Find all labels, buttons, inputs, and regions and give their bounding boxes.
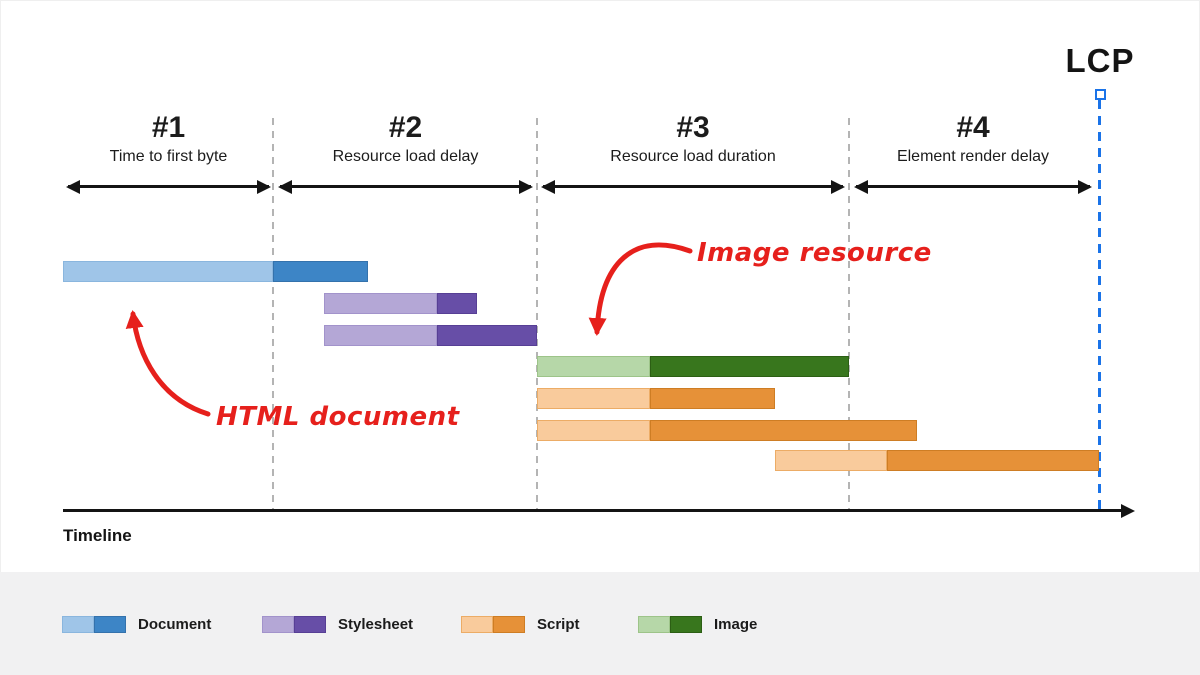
bar-script-light (775, 450, 887, 471)
annotation-html-document: HTML document (216, 402, 460, 432)
bar-document-light (63, 261, 273, 282)
legend-item-stylesheet: Stylesheet (262, 615, 413, 633)
legend-swatch-stylesheet-dark (294, 615, 326, 633)
phase-3-label: Resource load duration (610, 148, 776, 165)
phase-1: #1 Time to first byte (65, 112, 272, 198)
phase-1-range-arrow-icon (66, 179, 271, 194)
bar-image-dark (650, 356, 849, 377)
legend-swatch-script-dark (493, 615, 525, 633)
legend-swatch-image-dark (670, 615, 702, 633)
bar-document-dark (273, 261, 368, 282)
legend-swatch-stylesheet-light (262, 615, 294, 633)
phase-divider-2 (536, 118, 538, 511)
legend-item-script: Script (461, 615, 580, 633)
lcp-marker-icon (1095, 89, 1106, 100)
bar-script-light (537, 388, 650, 409)
bar-script-dark (650, 388, 775, 409)
phase-2-range-arrow-icon (278, 179, 533, 194)
timeline-axis (63, 503, 1135, 518)
bar-stylesheet-dark (437, 325, 537, 346)
phase-4-range-arrow-icon (854, 179, 1092, 194)
bar-stylesheet-light (324, 293, 437, 314)
timeline-label: Timeline (63, 526, 132, 545)
legend-label-image: Image (714, 615, 758, 633)
bar-script-dark (887, 450, 1099, 471)
arrow-to-image-bar (588, 242, 693, 336)
bar-script-dark (650, 420, 917, 441)
bar-stylesheet-dark (437, 293, 477, 314)
bar-image-light (537, 356, 650, 377)
phase-divider-1 (272, 118, 274, 511)
legend-swatch-document-dark (94, 615, 126, 633)
legend-item-document: Document (62, 615, 211, 633)
phase-4: #4 Element render delay (853, 112, 1093, 198)
bar-script-light (537, 420, 650, 441)
phase-divider-3 (848, 118, 850, 511)
phase-2: #2 Resource load delay (277, 112, 534, 198)
legend-swatch-document-light (62, 615, 94, 633)
lcp-title: LCP (1065, 42, 1135, 79)
phase-3-range-arrow-icon (541, 179, 845, 194)
phase-3: #3 Resource load duration (540, 112, 846, 198)
lcp-dashed-line (1098, 100, 1101, 511)
phase-3-number: #3 (676, 111, 710, 144)
bar-stylesheet-light (324, 325, 437, 346)
legend-item-image: Image (638, 615, 757, 633)
legend-label-stylesheet: Stylesheet (338, 615, 414, 633)
annotation-image-resource: Image resource (697, 238, 932, 268)
legend: Document Stylesheet Script Image (0, 572, 1200, 675)
phase-2-number: #2 (388, 111, 423, 144)
phase-2-label: Resource load delay (332, 148, 479, 165)
legend-label-document: Document (138, 615, 212, 633)
arrow-to-document-bar (125, 310, 211, 417)
legend-swatch-script-light (461, 615, 493, 633)
phase-4-number: #4 (956, 111, 990, 144)
phase-1-label: Time to first byte (109, 148, 228, 165)
phase-1-number: #1 (151, 111, 186, 144)
phase-4-label: Element render delay (896, 148, 1050, 165)
legend-swatch-image-light (638, 615, 670, 633)
legend-label-script: Script (537, 615, 580, 633)
